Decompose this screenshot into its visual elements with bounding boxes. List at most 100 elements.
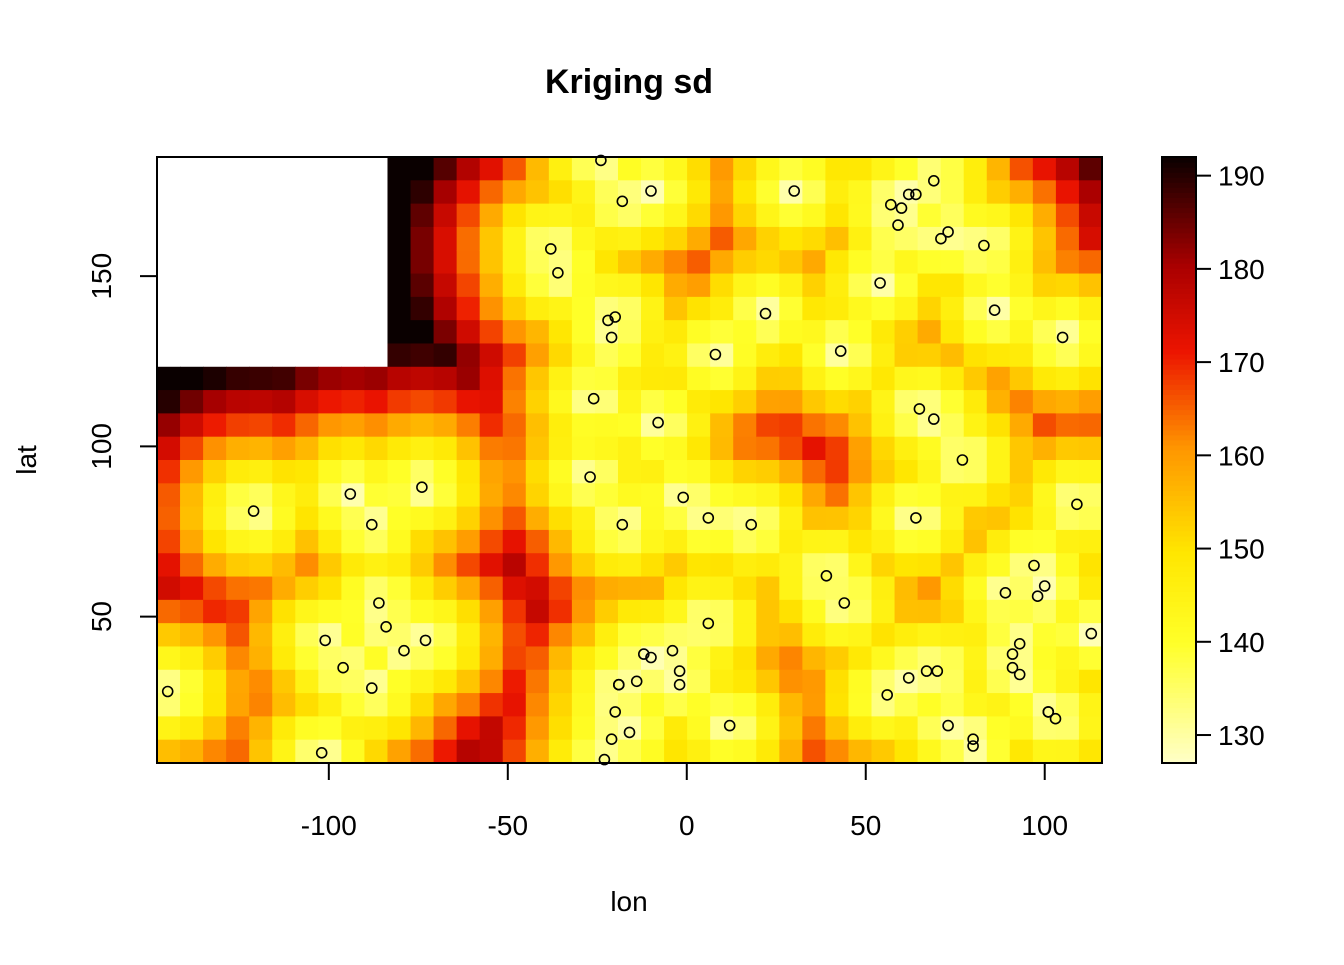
heatmap-cell bbox=[364, 669, 389, 694]
heatmap-cell bbox=[871, 296, 896, 321]
heatmap-cell bbox=[986, 180, 1011, 205]
heatmap-cell bbox=[410, 483, 435, 508]
heatmap-cell bbox=[387, 623, 412, 648]
heatmap-cell bbox=[848, 250, 873, 275]
heatmap-cell bbox=[687, 366, 711, 391]
heatmap-cell bbox=[272, 553, 296, 578]
heatmap-cell bbox=[687, 693, 711, 717]
heatmap-cell bbox=[825, 226, 850, 251]
observation-point bbox=[759, 307, 772, 320]
heatmap-cell bbox=[479, 599, 504, 624]
heatmap-cell bbox=[594, 483, 619, 508]
heatmap-cell bbox=[710, 226, 734, 251]
heatmap-cell bbox=[779, 529, 803, 554]
heatmap-cell bbox=[479, 250, 504, 275]
heatmap-cell bbox=[940, 250, 965, 275]
heatmap-cell bbox=[502, 296, 527, 321]
heatmap-cell bbox=[525, 250, 550, 275]
heatmap-cell bbox=[456, 366, 481, 391]
heatmap-cell bbox=[1009, 483, 1034, 508]
heatmap-cell bbox=[779, 739, 803, 764]
heatmap-cell bbox=[272, 693, 296, 717]
heatmap-cell bbox=[940, 157, 965, 181]
heatmap-cell bbox=[871, 669, 896, 694]
heatmap-cell bbox=[802, 553, 827, 578]
heatmap-cell bbox=[710, 460, 734, 484]
colorbar-swatch bbox=[1162, 434, 1196, 441]
heatmap-cell bbox=[779, 669, 803, 694]
y-axis: 50 100 150 bbox=[86, 253, 158, 632]
heatmap-cell bbox=[825, 366, 850, 391]
observation-point bbox=[315, 746, 328, 759]
x-tick-label: 0 bbox=[679, 810, 695, 841]
heatmap-cell bbox=[664, 553, 688, 578]
heatmap-cell bbox=[571, 693, 596, 717]
colorbar-swatch bbox=[1162, 182, 1196, 188]
observation-point bbox=[673, 678, 686, 691]
heatmap-cell bbox=[664, 529, 688, 554]
heatmap-cell bbox=[571, 203, 596, 228]
heatmap-cell bbox=[802, 320, 827, 345]
observation-point bbox=[745, 518, 758, 531]
heatmap-cell bbox=[963, 413, 988, 438]
heatmap-cell bbox=[871, 460, 896, 484]
heatmap-cell bbox=[710, 716, 734, 741]
heatmap-cell bbox=[433, 716, 458, 741]
heatmap-cell bbox=[1078, 366, 1103, 391]
heatmap-cell bbox=[341, 599, 366, 624]
heatmap-cell bbox=[848, 646, 873, 671]
observation-point bbox=[967, 740, 979, 752]
heatmap-cell bbox=[802, 413, 827, 438]
heatmap-cell bbox=[456, 623, 481, 648]
heatmap-cell bbox=[1055, 203, 1080, 228]
heatmap-cell bbox=[387, 413, 412, 438]
colorbar-swatch bbox=[1162, 278, 1196, 284]
colorbar-swatch bbox=[1162, 187, 1196, 193]
heatmap-cell bbox=[802, 390, 827, 414]
heatmap-cell bbox=[203, 436, 227, 461]
heatmap-cell bbox=[617, 203, 642, 228]
colorbar-swatch bbox=[1162, 586, 1196, 592]
heatmap-cell bbox=[940, 203, 965, 228]
heatmap-cell bbox=[1009, 413, 1034, 438]
heatmap-cell bbox=[871, 226, 896, 251]
heatmap-cell bbox=[733, 669, 757, 694]
heatmap-cell bbox=[871, 180, 896, 205]
observation-point bbox=[942, 226, 954, 238]
heatmap-cell bbox=[963, 529, 988, 554]
heatmap-cell bbox=[848, 320, 873, 345]
heatmap-cell bbox=[756, 436, 780, 461]
heatmap-cell bbox=[364, 413, 389, 438]
heatmap-cell bbox=[180, 553, 204, 578]
heatmap-cell bbox=[180, 646, 204, 671]
heatmap-cell bbox=[1009, 553, 1034, 578]
heatmap-cell bbox=[1032, 599, 1057, 624]
heatmap-cell bbox=[410, 320, 435, 345]
heatmap-cell bbox=[756, 366, 780, 391]
observation-point bbox=[1031, 590, 1044, 603]
observation-point bbox=[645, 651, 657, 664]
heatmap-cell bbox=[226, 483, 250, 508]
heatmap-cell bbox=[157, 599, 181, 624]
heatmap-cell bbox=[940, 413, 965, 438]
colorbar-swatch bbox=[1162, 576, 1196, 582]
heatmap-cell bbox=[387, 390, 412, 414]
heatmap-cell bbox=[710, 623, 734, 648]
heatmap-cell bbox=[525, 320, 550, 345]
heatmap-cell bbox=[479, 320, 504, 345]
colorbar-swatch bbox=[1162, 242, 1196, 249]
y-tick-label: 100 bbox=[86, 423, 117, 470]
heatmap-cell bbox=[664, 739, 688, 764]
heatmap-cell bbox=[733, 576, 757, 601]
heatmap-cell bbox=[710, 273, 734, 298]
heatmap-cell bbox=[571, 529, 596, 554]
heatmap-cell bbox=[525, 623, 550, 648]
colorbar-swatch bbox=[1162, 641, 1196, 648]
observation-point bbox=[645, 185, 657, 197]
heatmap-cell bbox=[433, 180, 458, 205]
heatmap-cell bbox=[272, 576, 296, 601]
heatmap-cell bbox=[502, 320, 527, 345]
heatmap-cell bbox=[641, 529, 665, 554]
heatmap-cell bbox=[756, 320, 780, 345]
heatmap-cell bbox=[433, 623, 458, 648]
